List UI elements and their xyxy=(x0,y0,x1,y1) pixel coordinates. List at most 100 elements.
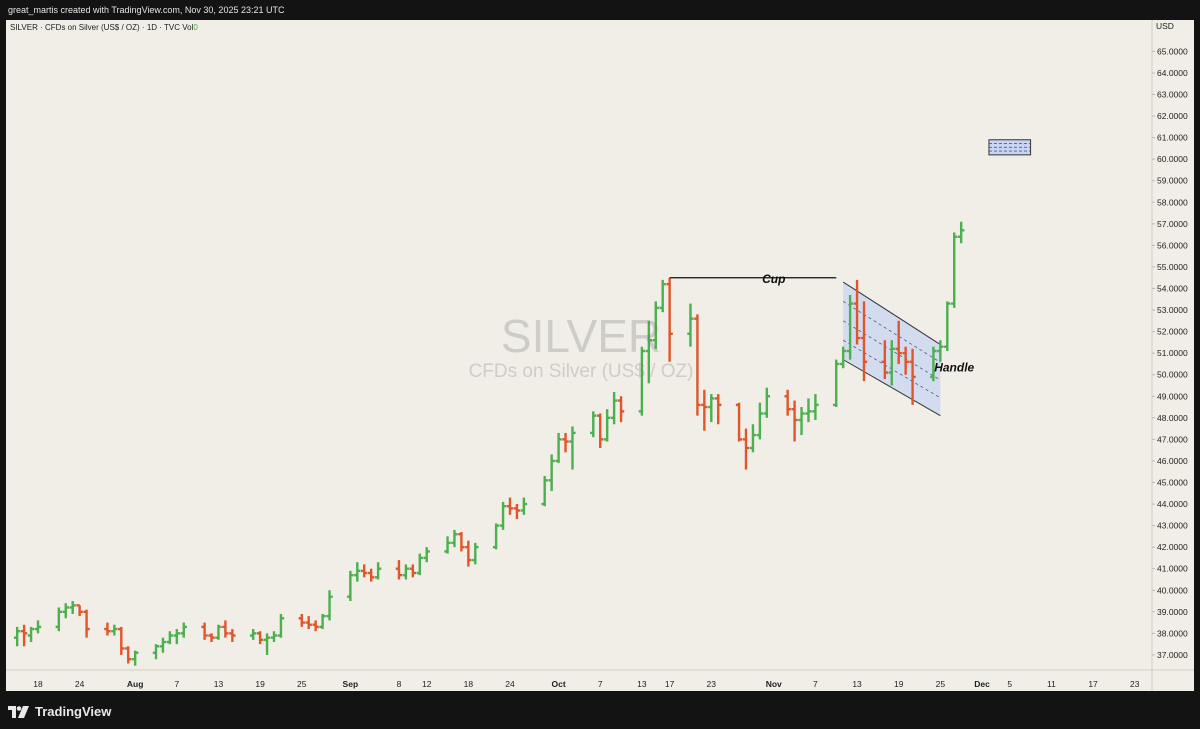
ohlc-bar xyxy=(930,346,937,382)
legend-sep-3: · xyxy=(159,23,165,32)
ohlc-bar xyxy=(201,622,208,640)
ohlc-bar xyxy=(465,540,472,567)
price-tick-label: 47.0000 xyxy=(1157,434,1188,444)
price-tick-label: 52.0000 xyxy=(1157,327,1188,337)
ohlc-bar xyxy=(492,523,500,550)
time-tick-label: 13 xyxy=(637,679,647,689)
ohlc-bar xyxy=(361,564,368,578)
ohlc-bar xyxy=(951,232,958,308)
chart-legend: SILVER · CFDs on Silver (US$ / OZ) · 1D … xyxy=(10,23,198,32)
ohlc-bar xyxy=(506,497,514,515)
time-tick-label: 18 xyxy=(33,679,43,689)
ohlc-bar xyxy=(756,402,764,440)
ohlc-bar xyxy=(902,346,909,375)
ohlc-bar xyxy=(256,631,264,645)
ohlc-bar xyxy=(520,497,528,515)
ohlc-bar xyxy=(319,613,326,630)
price-tick-label: 59.0000 xyxy=(1157,176,1188,186)
time-tick-label: 17 xyxy=(1088,679,1098,689)
ohlc-bar xyxy=(735,402,743,442)
time-tick-label: 13 xyxy=(852,679,862,689)
ohlc-bar xyxy=(173,629,181,645)
ohlc-bar xyxy=(645,320,653,384)
time-tick-label: 24 xyxy=(75,679,85,689)
ohlc-bar xyxy=(27,626,35,642)
ohlc-bar xyxy=(541,476,548,507)
ohlc-bar xyxy=(451,529,458,548)
handle-channel-midline xyxy=(842,301,941,363)
ohlc-bar xyxy=(687,303,694,347)
ohlc-bar xyxy=(701,389,708,431)
ohlc-bar xyxy=(326,590,333,621)
price-chart[interactable]: Cup Handle 37.0000 38.0000 39.0000 40.0000 41… xyxy=(6,20,1194,691)
top-bar: great_martis created with TradingView.co… xyxy=(0,0,1200,20)
ohlc-bar xyxy=(652,301,659,349)
time-tick-label: 23 xyxy=(707,679,717,689)
price-tick-label: 39.0000 xyxy=(1157,607,1188,617)
time-tick-label: Oct xyxy=(552,679,566,689)
ohlc-bar xyxy=(853,279,861,345)
chart-panel[interactable]: Cup Handle 37.0000 38.0000 39.0000 40.0000 41… xyxy=(6,20,1194,691)
time-tick-label: 11 xyxy=(1047,679,1056,689)
handle-channel-upper xyxy=(842,281,941,345)
time-tick-label: 23 xyxy=(1130,679,1140,689)
price-bars xyxy=(13,221,965,666)
ohlc-bar xyxy=(402,564,410,580)
ohlc-bar xyxy=(749,424,757,453)
ohlc-bar xyxy=(367,568,375,582)
ohlc-bar xyxy=(638,346,646,416)
time-tick-label: Nov xyxy=(766,679,782,689)
ohlc-bar xyxy=(354,562,361,582)
axes: 37.0000 38.0000 39.0000 40.0000 41.0000 42.00… xyxy=(6,20,1194,691)
ohlc-bar xyxy=(888,340,895,386)
ohlc-bar xyxy=(83,609,90,638)
price-tick-label: 58.0000 xyxy=(1157,197,1188,207)
ohlc-bar xyxy=(860,301,868,382)
ohlc-bar xyxy=(833,359,840,408)
legend-vol-value: 0 xyxy=(193,23,198,32)
price-tick-label: 53.0000 xyxy=(1157,305,1188,315)
legend-vol-label: Vol xyxy=(182,23,194,32)
ohlc-bar xyxy=(270,631,278,642)
ohlc-bar xyxy=(395,560,403,580)
ohlc-bar xyxy=(839,346,847,369)
price-tick-label: 40.0000 xyxy=(1157,585,1188,595)
ohlc-bar xyxy=(125,646,132,664)
price-tick-label: 61.0000 xyxy=(1157,133,1188,143)
ohlc-bar xyxy=(416,553,423,576)
price-tick-label: 64.0000 xyxy=(1157,68,1188,78)
legend-sep-1: · xyxy=(40,23,45,32)
ohlc-bar xyxy=(277,613,285,638)
price-tick-label: 50.0000 xyxy=(1157,370,1188,380)
annotations: Cup Handle xyxy=(669,139,1032,374)
ohlc-bar xyxy=(909,348,916,405)
tradingview-logo[interactable]: TradingView xyxy=(8,704,111,719)
ohlc-bar xyxy=(798,407,805,436)
ohlc-bar xyxy=(180,622,187,638)
price-tick-label: 49.0000 xyxy=(1157,391,1188,401)
ohlc-bar xyxy=(895,320,902,364)
ohlc-bar xyxy=(957,221,965,244)
tradingview-logo-icon xyxy=(8,705,29,718)
ohlc-bar xyxy=(937,340,944,362)
ohlc-bar xyxy=(111,624,118,636)
currency-label: USD xyxy=(1156,21,1174,31)
time-tick-label: 8 xyxy=(397,679,402,689)
legend-symbol: SILVER xyxy=(10,23,38,32)
price-tick-label: 63.0000 xyxy=(1157,90,1188,100)
handle-channel-lower xyxy=(842,359,941,417)
time-tick-label: Sep xyxy=(343,679,359,689)
ohlc-bar xyxy=(62,603,69,619)
time-tick-label: Aug xyxy=(127,679,144,689)
ohlc-bar xyxy=(548,454,555,492)
price-tick-label: 65.0000 xyxy=(1157,46,1188,56)
price-tick-label: 44.0000 xyxy=(1157,499,1188,509)
ohlc-bar xyxy=(569,426,576,470)
time-tick-label: 25 xyxy=(936,679,946,689)
ohlc-bar xyxy=(458,532,465,552)
ohlc-bar xyxy=(812,394,819,420)
ohlc-bar xyxy=(881,340,889,380)
price-tick-label: 54.0000 xyxy=(1157,283,1188,293)
time-tick-label: 12 xyxy=(422,679,432,689)
ohlc-bar xyxy=(409,564,417,578)
